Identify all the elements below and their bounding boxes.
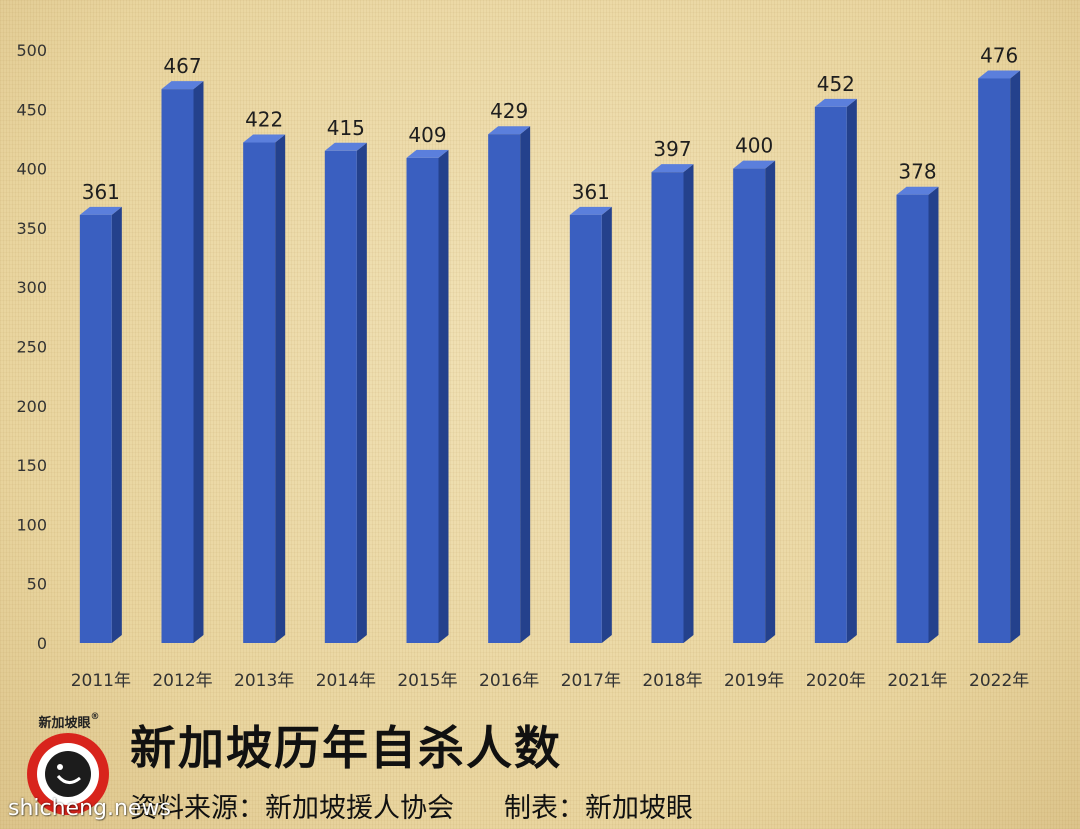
y-tick-label: 250	[16, 338, 47, 357]
bar-side	[846, 98, 857, 644]
logo-registered-mark: ®	[90, 712, 100, 722]
data-label: 476	[980, 43, 1018, 67]
bar-side	[683, 164, 694, 643]
bar-top	[488, 126, 531, 135]
chart-footer: 资料来源：新加坡援人协会 制表：新加坡眼	[130, 786, 693, 825]
bar-side	[765, 160, 776, 643]
bar-front	[569, 214, 602, 643]
bar-top	[79, 206, 122, 215]
bar	[569, 206, 612, 643]
bar	[651, 164, 694, 643]
logo: 新加坡眼®	[16, 712, 122, 822]
x-tick-label: 2015年	[397, 671, 457, 691]
bar-front	[488, 134, 521, 643]
bar-front	[79, 214, 112, 643]
bar-top	[569, 206, 612, 215]
x-axis: 2011年 2012年 2013年 2014年 2015年 2016年 2017年 2018年…	[71, 671, 1030, 691]
data-label: 361	[572, 180, 610, 204]
bar-side	[1010, 70, 1021, 644]
x-tick-label: 2017年	[561, 671, 621, 691]
x-tick-label: 2014年	[316, 671, 376, 691]
bar-side	[601, 206, 612, 643]
bar-top	[651, 164, 694, 173]
bar	[978, 70, 1021, 644]
bar-top	[406, 149, 449, 158]
bar-top	[896, 186, 939, 195]
data-label: 415	[327, 116, 365, 140]
x-tick-label: 2019年	[724, 671, 784, 691]
bar	[406, 149, 449, 643]
x-tick-label: 2021年	[887, 671, 947, 691]
y-tick-label: 400	[16, 160, 47, 179]
bar	[896, 186, 939, 643]
bar	[324, 142, 367, 643]
data-label: 452	[817, 72, 855, 96]
bar-top	[733, 160, 776, 169]
y-axis: 0 50 100 150 200 250 300 350 400 450 500	[16, 41, 47, 653]
bar	[814, 98, 857, 644]
x-tick-label: 2020年	[806, 671, 866, 691]
data-label: 361	[82, 180, 120, 204]
x-tick-label: 2022年	[969, 671, 1029, 691]
y-tick-label: 350	[16, 219, 47, 238]
bar	[161, 81, 204, 643]
data-label: 422	[245, 108, 283, 132]
bars: 361 467 422 415 409 429 361 397 400 452 378 476	[79, 43, 1021, 644]
bar-top	[324, 142, 367, 151]
bar-side	[520, 126, 531, 644]
y-tick-label: 300	[16, 278, 47, 297]
bar-side	[193, 81, 204, 643]
y-tick-label: 500	[16, 41, 47, 60]
bar	[79, 206, 122, 643]
bar	[488, 126, 531, 644]
y-tick-label: 100	[16, 515, 47, 534]
data-label: 400	[735, 134, 773, 158]
bar-top	[814, 98, 857, 107]
bar-chart: 0 50 100 150 200 250 300 350 400 450 500 361 467 422…	[16, 41, 1030, 691]
bar	[733, 160, 776, 643]
x-tick-label: 2018年	[642, 671, 702, 691]
bar-front	[243, 142, 276, 643]
bar-top	[978, 70, 1021, 79]
y-tick-label: 200	[16, 397, 47, 416]
bar-front	[406, 157, 439, 643]
bar	[243, 134, 286, 643]
y-tick-label: 450	[16, 100, 47, 119]
bar-side	[928, 186, 939, 643]
data-label: 429	[490, 99, 528, 123]
x-tick-label: 2011年	[71, 671, 131, 691]
bar-side	[438, 149, 449, 643]
producer-note: 制表：新加坡眼	[504, 793, 693, 824]
source-note: 资料来源：新加坡援人协会	[130, 793, 454, 824]
watermark: shicheng.news	[8, 796, 171, 821]
data-label: 409	[408, 123, 446, 147]
bar-front	[161, 89, 194, 643]
bar-side	[356, 142, 367, 643]
bar-front	[324, 150, 357, 643]
eye-icon	[27, 733, 109, 815]
y-tick-label: 150	[16, 456, 47, 475]
chart-title: 新加坡历年自杀人数	[130, 721, 562, 775]
data-label: 467	[163, 54, 201, 78]
bar-side	[275, 134, 286, 643]
x-tick-label: 2016年	[479, 671, 539, 691]
bar-front	[733, 168, 766, 643]
bar-top	[243, 134, 286, 143]
x-tick-label: 2012年	[152, 671, 212, 691]
data-label: 397	[653, 137, 691, 161]
bar-front	[814, 106, 847, 644]
logo-text: 新加坡眼	[38, 716, 91, 731]
data-label: 378	[898, 160, 936, 184]
bar-front	[978, 78, 1011, 644]
x-tick-label: 2013年	[234, 671, 294, 691]
y-tick-label: 50	[27, 575, 47, 594]
bar-top	[161, 81, 204, 90]
bar-side	[111, 206, 122, 643]
bar-front	[651, 172, 684, 643]
bar-front	[896, 194, 929, 643]
y-tick-label: 0	[37, 634, 47, 653]
